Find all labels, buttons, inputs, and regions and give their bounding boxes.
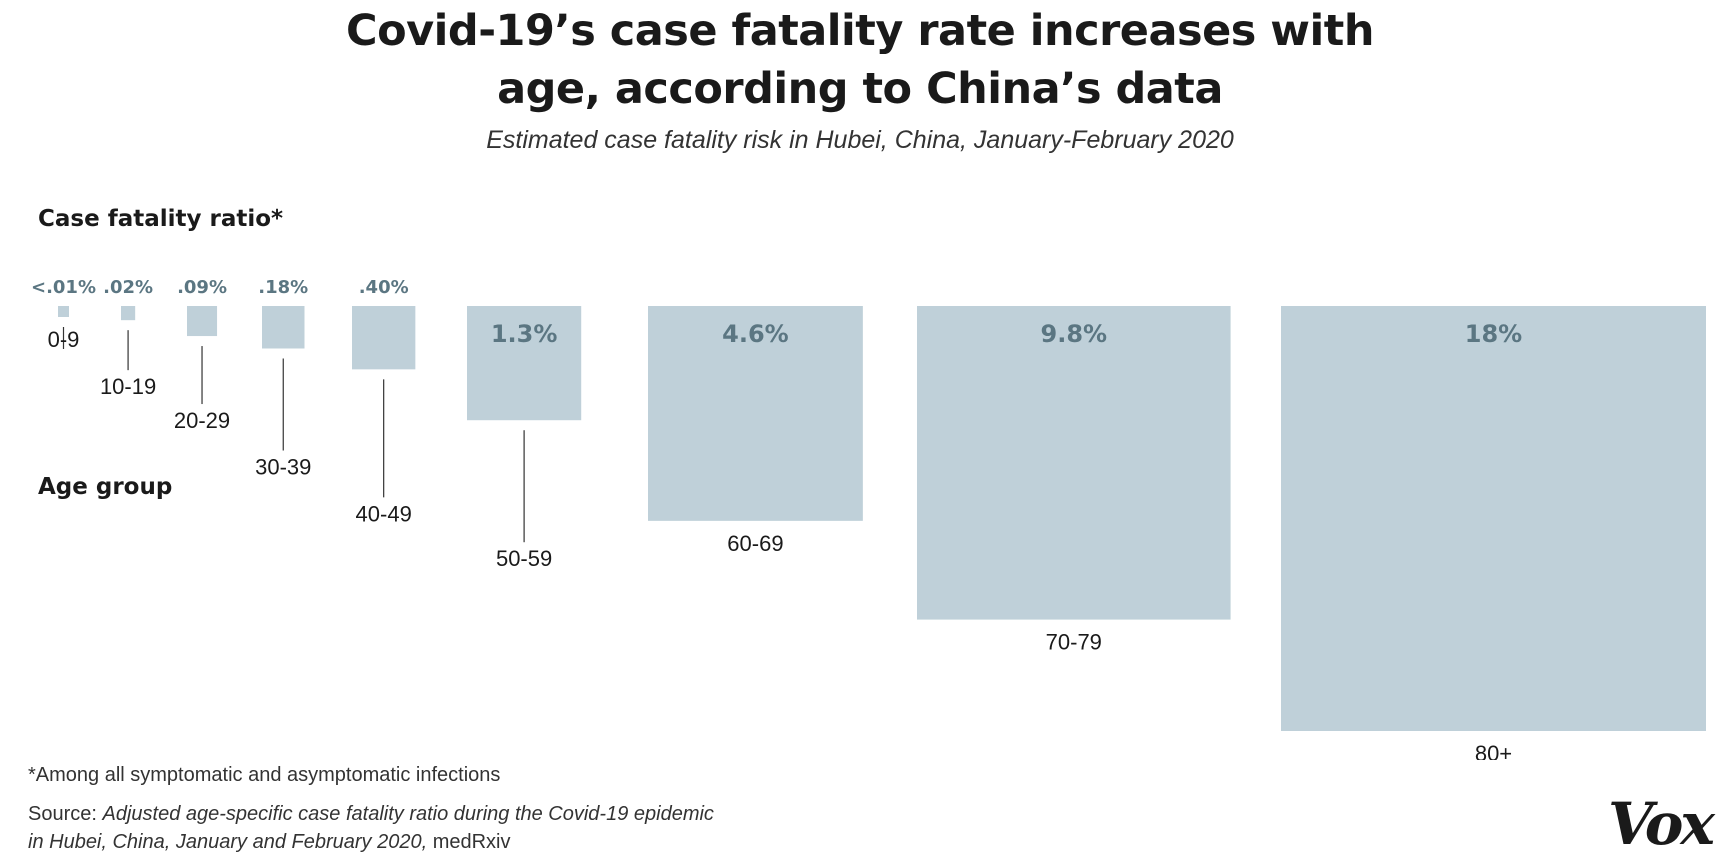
chart-title-line-2: age, according to China’s data [497, 64, 1223, 114]
square-30-39 [262, 306, 305, 349]
value-label-60-69: 4.6% [722, 320, 789, 348]
value-label-0-9: <.01% [31, 277, 96, 298]
square-10-19 [121, 306, 136, 321]
value-label-50-59: 1.3% [491, 320, 558, 348]
value-label-80+: 18% [1465, 320, 1522, 348]
square-70-79 [917, 306, 1231, 620]
category-label-40-49: 40-49 [356, 501, 412, 526]
value-label-40-49: .40% [359, 277, 409, 298]
category-axis-heading: Age group [38, 474, 173, 500]
category-label-30-39: 30-39 [255, 455, 311, 480]
category-label-10-19: 10-19 [100, 374, 156, 399]
chart-title-line-1: Covid-19’s case fatality rate increases … [346, 6, 1374, 56]
category-label-70-79: 70-79 [1046, 630, 1102, 655]
value-label-70-79: 9.8% [1041, 320, 1108, 348]
square-80+ [1281, 306, 1706, 731]
source-text: Adjusted age-specific case fatality rati… [28, 803, 714, 853]
value-label-10-19: .02% [103, 277, 153, 298]
square-60-69 [648, 306, 863, 521]
vox-logo: Vox [1608, 790, 1715, 858]
category-label-0-9: 0-9 [48, 327, 80, 352]
square-40-49 [352, 306, 416, 370]
square-50-59 [467, 306, 582, 421]
source-note: Source: Adjusted age-specific case fatal… [28, 800, 728, 856]
source-prefix: Source: [28, 803, 97, 825]
value-label-30-39: .18% [258, 277, 308, 298]
chart-subtitle: Estimated case fatality risk in Hubei, C… [486, 126, 1234, 154]
footnote: *Among all symptomatic and asymptomatic … [28, 764, 501, 786]
category-label-20-29: 20-29 [174, 408, 230, 433]
square-area-chart: <.01% 0-9 .02% 10-19 .09% 20-29 .18% 30-39 .40% 4… [31, 277, 1706, 760]
chart-title: Covid-19’s case fatality rate increases … [0, 2, 1720, 118]
square-20-29 [187, 306, 218, 337]
category-label-80+: 80+ [1475, 741, 1512, 760]
value-label-20-29: .09% [177, 277, 227, 298]
square-0-9 [58, 306, 69, 317]
value-axis-heading: Case fatality ratio* [38, 206, 284, 232]
source-suffix: medRxiv [432, 831, 511, 853]
category-label-50-59: 50-59 [496, 546, 552, 571]
category-label-60-69: 60-69 [727, 531, 783, 556]
